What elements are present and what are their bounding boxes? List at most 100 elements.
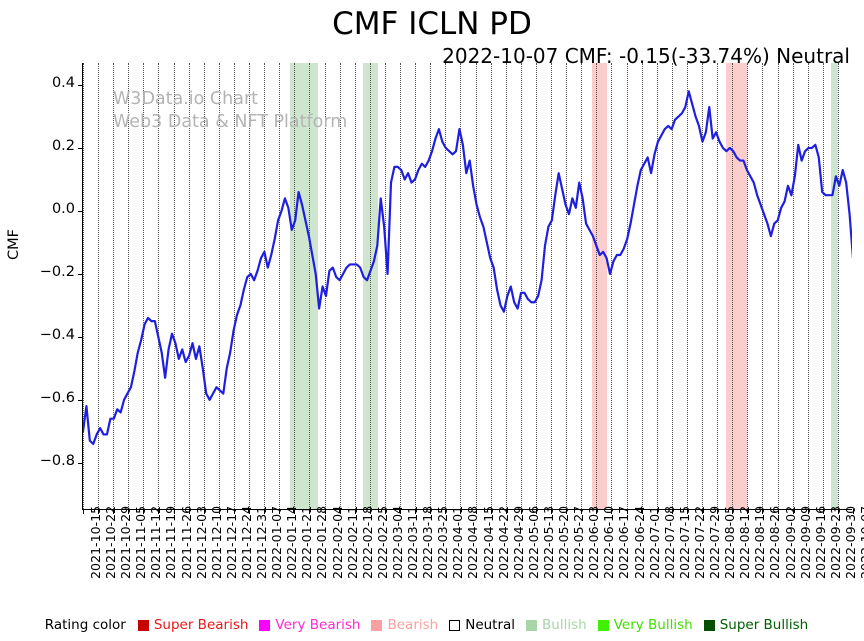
legend-swatch-icon: [703, 619, 715, 631]
y-axis-tick-label: −0.8: [39, 452, 75, 469]
x-axis-tick-mark: [415, 509, 417, 514]
legend-item-very-bullish[interactable]: Very Bullish: [597, 617, 693, 633]
gridline-vertical: [233, 63, 235, 509]
x-axis-tick-label: 2021-12-31: [254, 505, 270, 579]
x-axis-tick-label: 2022-04-29: [510, 505, 526, 579]
x-axis-tick-mark: [475, 509, 477, 514]
x-axis-tick-mark: [445, 509, 447, 514]
gridline-vertical: [656, 63, 658, 509]
gridline-vertical: [354, 63, 356, 509]
gridline-vertical: [611, 63, 613, 509]
gridline-vertical: [309, 63, 311, 509]
gridline-vertical: [415, 63, 417, 509]
gridline-vertical: [762, 63, 764, 509]
x-axis-tick-label: 2022-04-15: [480, 505, 496, 579]
x-axis-tick-mark: [354, 509, 356, 514]
gridline-vertical: [777, 63, 779, 509]
gridline-vertical: [671, 63, 673, 509]
gridline-vertical: [641, 63, 643, 509]
x-axis-tick-label: 2022-06-03: [586, 505, 602, 579]
legend-label: Bullish: [542, 617, 587, 633]
legend-item-super-bearish[interactable]: Super Bearish: [137, 617, 249, 633]
gridline-vertical: [686, 63, 688, 509]
x-axis-tick-mark: [762, 509, 764, 514]
x-axis-tick-label: 2022-01-28: [314, 505, 330, 579]
x-axis-tick-mark: [747, 509, 749, 514]
x-axis-tick-label: 2022-07-29: [707, 505, 723, 579]
legend-swatch-icon: [137, 619, 149, 631]
gridline-vertical: [294, 63, 296, 509]
gridline-vertical: [128, 63, 130, 509]
gridline-vertical: [143, 63, 145, 509]
x-axis-tick-mark: [113, 509, 115, 514]
x-axis-tick-label: 2022-09-23: [827, 505, 843, 579]
gridline-vertical: [384, 63, 386, 509]
legend-item-bearish[interactable]: Bearish: [371, 617, 438, 633]
gridline-vertical: [732, 63, 734, 509]
x-axis-tick-label: 2022-01-07: [269, 505, 285, 579]
x-axis-tick-mark: [581, 509, 583, 514]
x-axis-tick-label: 2022-08-05: [722, 505, 738, 579]
x-axis-tick-label: 2022-08-26: [767, 505, 783, 579]
legend-item-neutral[interactable]: Neutral: [449, 617, 515, 633]
gridline-vertical: [324, 63, 326, 509]
x-axis-tick-label: 2021-10-15: [88, 505, 103, 579]
gridline-vertical: [279, 63, 281, 509]
gridline-vertical: [626, 63, 628, 509]
legend-item-very-bearish[interactable]: Very Bearish: [259, 617, 360, 633]
legend-item-bullish[interactable]: Bullish: [526, 617, 587, 633]
gridline-vertical: [505, 63, 507, 509]
x-axis-tick-mark: [611, 509, 613, 514]
x-axis-tick-mark: [505, 509, 507, 514]
x-axis-tick-label: 2022-02-25: [374, 505, 390, 579]
legend-label: Super Bearish: [153, 617, 249, 633]
x-axis-tick-mark: [143, 509, 145, 514]
gridline-vertical: [596, 63, 598, 509]
gridline-vertical: [188, 63, 190, 509]
x-axis-tick-mark: [324, 509, 326, 514]
x-axis-tick-mark: [264, 509, 266, 514]
y-axis-label: CMF: [6, 229, 22, 260]
gridline-vertical: [520, 63, 522, 509]
x-axis-tick-mark: [777, 509, 779, 514]
legend-item-super-bullish[interactable]: Super Bullish: [703, 617, 808, 633]
x-axis-tick-label: 2022-05-13: [540, 505, 556, 579]
x-axis-tick-mark: [792, 509, 794, 514]
x-axis-tick-mark: [400, 509, 402, 514]
y-axis-tick-label: 0.0: [51, 200, 75, 217]
x-axis-tick-label: 2022-05-06: [525, 505, 541, 579]
x-axis-tick-mark: [822, 509, 824, 514]
plot-inner: [83, 63, 852, 509]
x-axis-tick-mark: [807, 509, 809, 514]
x-axis-tick-label: 2022-05-20: [556, 505, 572, 579]
x-axis-tick-mark: [203, 509, 205, 514]
x-axis-tick-mark: [294, 509, 296, 514]
x-axis-tick-mark: [596, 509, 598, 514]
x-axis-tick-label: 2021-11-19: [163, 505, 179, 579]
y-axis-tick-mark: [78, 336, 83, 338]
x-axis-tick-label: 2022-05-27: [571, 505, 587, 579]
x-axis-tick-label: 2022-06-10: [601, 505, 617, 579]
x-axis-tick-mark: [626, 509, 628, 514]
x-axis-tick-mark: [430, 509, 432, 514]
x-axis-tick-label: 2022-02-18: [359, 505, 375, 579]
x-axis-tick-label: 2022-04-01: [450, 505, 466, 579]
legend-swatch-icon: [526, 619, 538, 631]
x-axis-tick-mark: [218, 509, 220, 514]
gridline-vertical: [490, 63, 492, 509]
x-axis-tick-mark: [249, 509, 251, 514]
y-axis-tick-label: −0.6: [39, 389, 75, 406]
legend-label: Neutral: [465, 617, 516, 633]
x-axis-tick-mark: [566, 509, 568, 514]
x-axis-tick-mark: [98, 509, 100, 514]
x-axis-tick-mark: [551, 509, 553, 514]
y-axis-tick-mark: [78, 399, 83, 401]
x-axis-tick-label: 2021-10-29: [118, 505, 134, 579]
x-axis-tick-label: 2022-07-01: [646, 505, 662, 579]
x-axis-tick-label: 2021-12-24: [238, 505, 254, 579]
y-axis-tick-label: −0.2: [39, 263, 75, 280]
x-axis-tick-label: 2022-03-11: [405, 505, 421, 579]
gridline-vertical: [218, 63, 220, 509]
gridline-vertical: [445, 63, 447, 509]
legend-swatch-icon: [259, 619, 271, 631]
